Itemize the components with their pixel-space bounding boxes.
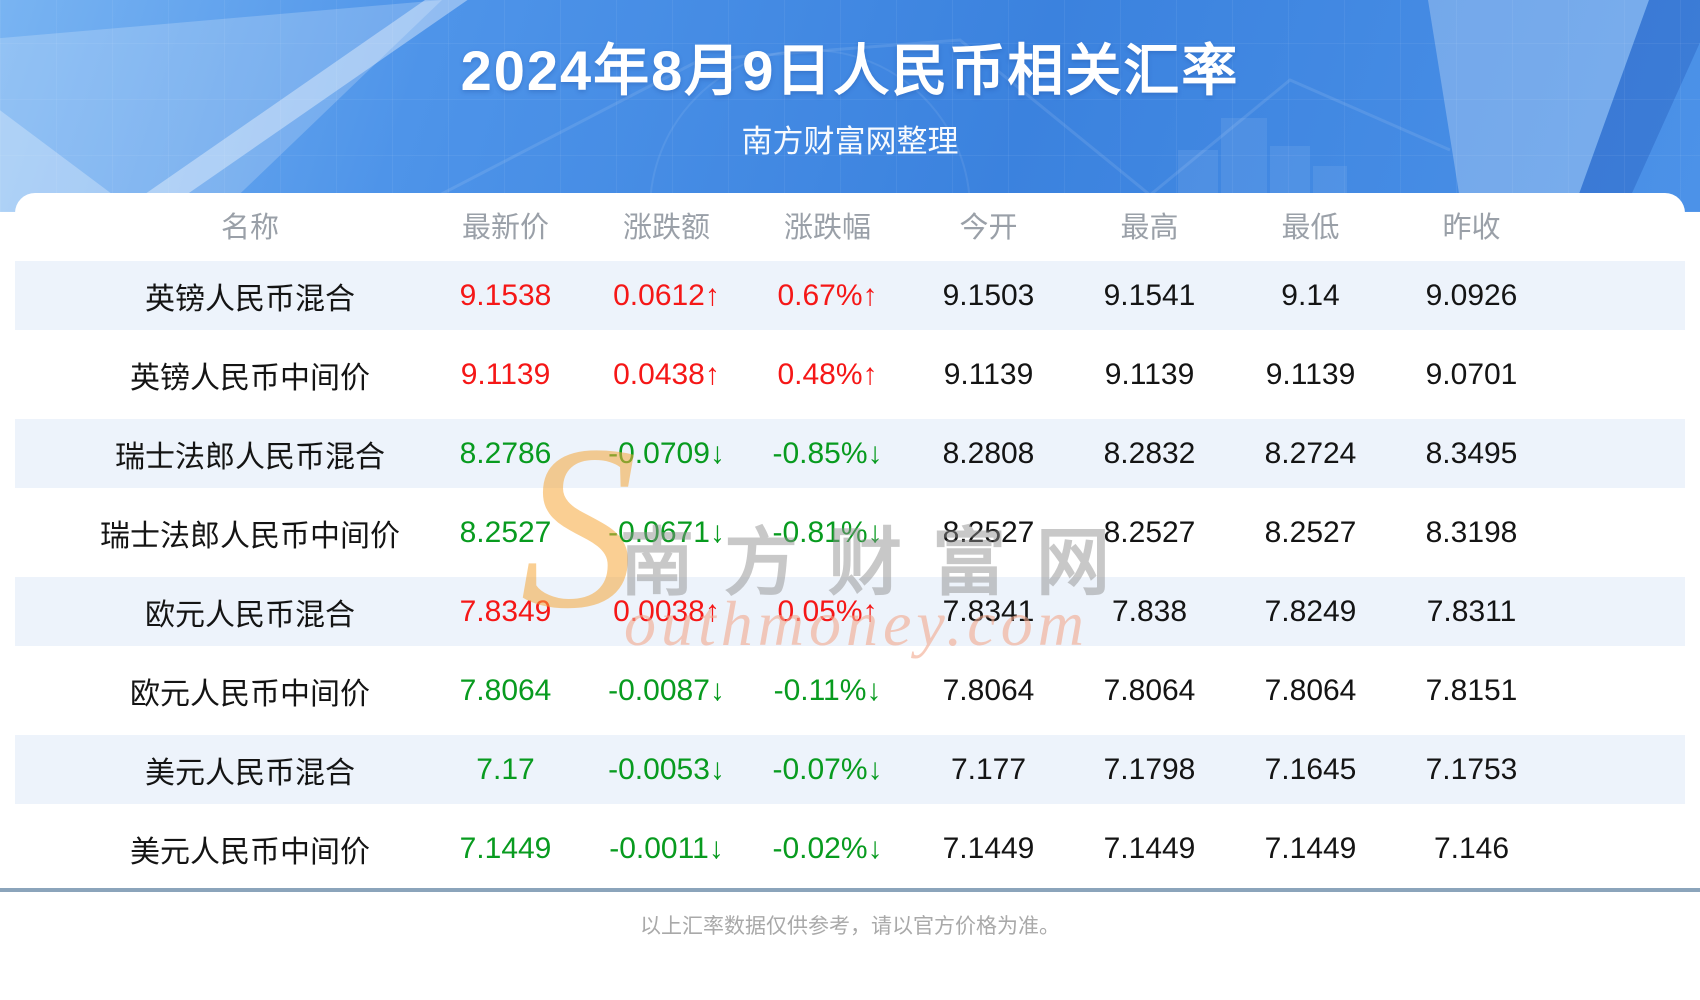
cell-open: 8.2808: [942, 436, 1035, 470]
cell-latest: 8.2527: [459, 515, 552, 549]
cell-latest: 7.8064: [459, 673, 552, 707]
cell-low: 7.8249: [1264, 594, 1357, 628]
column-header-3: 涨跌幅: [783, 211, 871, 244]
cell-high: 7.1798: [1103, 752, 1196, 786]
table-row: 欧元人民币混合 7.8349 0.0038↑ 0.05%↑ 7.8341 7.838 7.8…: [15, 572, 1685, 651]
cell-change_pct: 0.67%↑: [777, 278, 878, 312]
cell-name: 美元人民币混合: [145, 756, 355, 790]
banner-grid-pattern: [0, 0, 1700, 212]
column-header-4: 今开: [959, 211, 1018, 244]
cell-high: 7.838: [1111, 594, 1188, 628]
cell-latest: 7.17: [476, 752, 535, 786]
cell-change_pct: -0.81%↓: [772, 515, 883, 549]
cell-latest: 8.2786: [459, 436, 552, 470]
table-row: 美元人民币中间价 7.1449 -0.0011↓ -0.02%↓ 7.1449 7.144…: [15, 809, 1685, 888]
cell-name: 英镑人民币中间价: [130, 361, 370, 395]
column-header-1: 最新价: [461, 211, 549, 244]
cell-open: 7.8341: [942, 594, 1035, 628]
column-header-0: 名称: [220, 211, 279, 244]
cell-low: 9.14: [1281, 278, 1340, 312]
cell-change: -0.0011↓: [609, 831, 724, 865]
cell-high: 7.1449: [1103, 831, 1196, 865]
cell-change: 0.0438↑: [613, 357, 720, 391]
cell-change_pct: 0.48%↑: [777, 357, 878, 391]
page-title: 2024年8月9日人民币相关汇率: [460, 39, 1240, 102]
cell-prev_close: 9.0926: [1425, 278, 1518, 312]
cell-change: 0.0038↑: [613, 594, 720, 628]
cell-name: 美元人民币中间价: [130, 835, 370, 869]
cell-change_pct: 0.05%↑: [777, 594, 878, 628]
cell-high: 9.1139: [1104, 357, 1195, 391]
cell-name: 欧元人民币混合: [145, 598, 355, 632]
cell-latest: 7.8349: [459, 594, 552, 628]
footer-divider-line: [0, 888, 1700, 892]
cell-low: 7.8064: [1264, 673, 1357, 707]
cell-low: 8.2724: [1264, 436, 1357, 470]
cell-prev_close: 7.1753: [1425, 752, 1518, 786]
cell-prev_close: 9.0701: [1425, 357, 1518, 391]
header-banner: 2024年8月9日人民币相关汇率 南方财富网整理: [0, 0, 1700, 212]
cell-change: 0.0612↑: [613, 278, 720, 312]
column-header-6: 最低: [1281, 211, 1340, 244]
cell-high: 8.2832: [1103, 436, 1196, 470]
table-row: 欧元人民币中间价 7.8064 -0.0087↓ -0.11%↓ 7.8064 7.806…: [15, 651, 1685, 730]
cell-name: 瑞士法郎人民币中间价: [100, 519, 400, 553]
cell-change_pct: -0.85%↓: [772, 436, 883, 470]
cell-prev_close: 8.3198: [1425, 515, 1518, 549]
cell-high: 9.1541: [1103, 278, 1196, 312]
cell-change_pct: -0.07%↓: [772, 752, 883, 786]
cell-low: 8.2527: [1264, 515, 1357, 549]
cell-change: -0.0671↓: [608, 515, 725, 549]
cell-name: 英镑人民币混合: [145, 282, 355, 316]
cell-change_pct: -0.02%↓: [772, 831, 883, 865]
cell-low: 7.1449: [1264, 831, 1357, 865]
table-row: 瑞士法郎人民币混合 8.2786 -0.0709↓ -0.85%↓ 8.2808 8.28…: [15, 414, 1685, 493]
cell-change: -0.0053↓: [608, 752, 725, 786]
cell-open: 8.2527: [942, 515, 1035, 549]
cell-low: 9.1139: [1265, 357, 1356, 391]
table-row: 英镑人民币混合 9.1538 0.0612↑ 0.67%↑ 9.1503 9.1541 9.…: [15, 256, 1685, 335]
rates-table-card: 名称 最新价 涨跌额 涨跌幅 今开 最高 最低 昨收 英镑人民币混合 9.1538 0.0612↑…: [15, 193, 1685, 888]
column-header-5: 最高: [1120, 211, 1179, 244]
cell-latest: 9.1139: [460, 357, 551, 391]
cell-latest: 9.1538: [459, 278, 552, 312]
cell-high: 7.8064: [1103, 673, 1196, 707]
cell-open: 7.8064: [942, 673, 1035, 707]
cell-open: 7.177: [950, 752, 1027, 786]
column-header-2: 涨跌额: [622, 211, 710, 244]
cell-name: 欧元人民币中间价: [130, 677, 370, 711]
cell-open: 7.1449: [942, 831, 1035, 865]
table-row: 瑞士法郎人民币中间价 8.2527 -0.0671↓ -0.81%↓ 8.2527 8.2…: [15, 493, 1685, 572]
column-header-7: 昨收: [1442, 211, 1501, 244]
cell-prev_close: 8.3495: [1425, 436, 1518, 470]
table-row: 英镑人民币中间价 9.1139 0.0438↑ 0.48%↑ 9.1139 9.1139 9…: [15, 335, 1685, 414]
cell-open: 9.1139: [943, 357, 1034, 391]
table-header-row: 名称 最新价 涨跌额 涨跌幅 今开 最高 最低 昨收: [15, 193, 1685, 256]
cell-prev_close: 7.146: [1433, 831, 1510, 865]
table-row: 美元人民币混合 7.17 -0.0053↓ -0.07%↓ 7.177 7.1798 7.1…: [15, 730, 1685, 809]
cell-change: -0.0087↓: [608, 673, 725, 707]
cell-prev_close: 7.8151: [1425, 673, 1518, 707]
cell-prev_close: 7.8311: [1426, 594, 1517, 628]
cell-open: 9.1503: [942, 278, 1035, 312]
cell-high: 8.2527: [1103, 515, 1196, 549]
cell-change_pct: -0.11%↓: [773, 673, 882, 707]
cell-name: 瑞士法郎人民币混合: [115, 440, 385, 474]
cell-low: 7.1645: [1264, 752, 1357, 786]
cell-latest: 7.1449: [459, 831, 552, 865]
table-body: 英镑人民币混合 9.1538 0.0612↑ 0.67%↑ 9.1503 9.1541 9.…: [15, 256, 1685, 888]
cell-change: -0.0709↓: [608, 436, 725, 470]
page-subtitle: 南方财富网整理: [741, 124, 959, 159]
footer-disclaimer: 以上汇率数据仅供参考，请以官方价格为准。: [640, 915, 1060, 938]
